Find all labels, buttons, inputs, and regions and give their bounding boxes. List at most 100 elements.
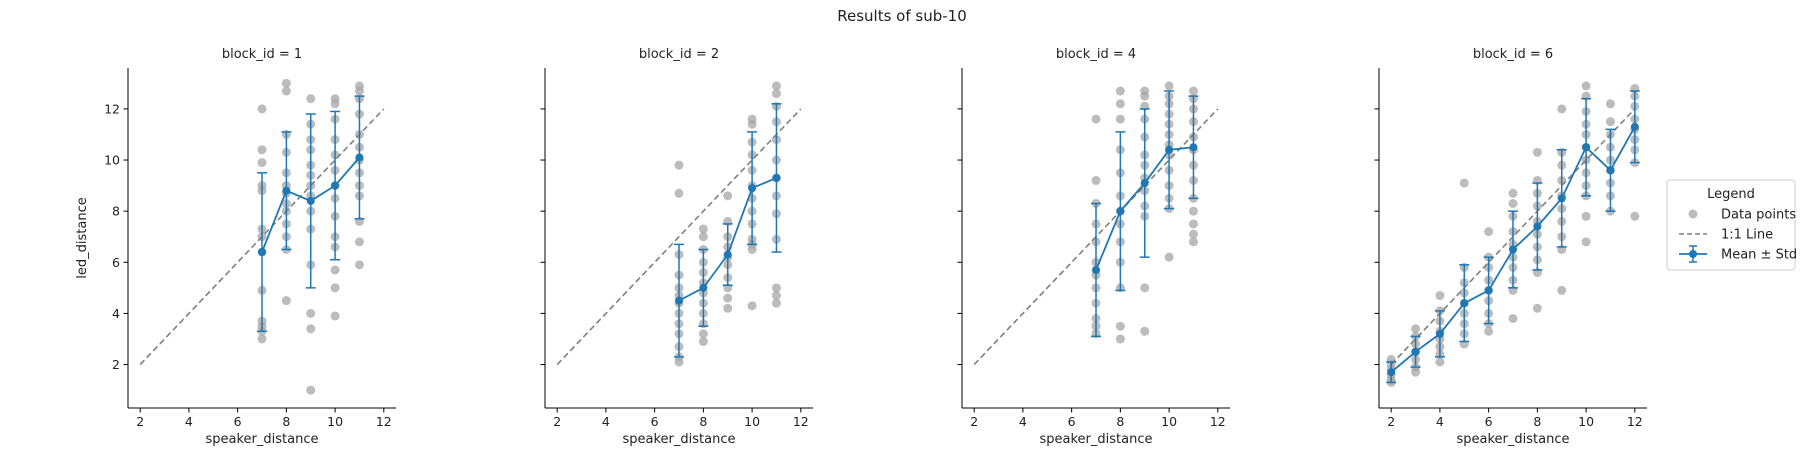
x-tick-label: 8: [1116, 414, 1124, 429]
data-point: [747, 245, 757, 255]
mean-point: [1630, 122, 1639, 131]
x-axis-label: speaker_distance: [206, 432, 319, 447]
data-point: [257, 104, 267, 114]
data-point: [330, 99, 340, 109]
mean-point: [1557, 194, 1566, 203]
data-point: [723, 303, 733, 313]
mean-point: [1189, 143, 1198, 152]
x-tick-label: 8: [1533, 414, 1541, 429]
data-point: [674, 188, 684, 198]
data-point: [1508, 198, 1518, 208]
data-point: [306, 385, 316, 395]
subplot-1: block_id = 1 2 4 6 8 10 12 2 4 6 8 10 12 speaker_dist…: [75, 47, 396, 447]
x-tick-label: 10: [1161, 414, 1177, 429]
x-tick-label: 2: [970, 414, 978, 429]
data-point: [330, 311, 340, 321]
x-tick-label: 12: [376, 414, 392, 429]
data-point: [674, 160, 684, 170]
data-point: [1484, 227, 1494, 237]
data-point: [1411, 324, 1421, 334]
mean-point: [1435, 329, 1444, 338]
subplot-4: block_id = 6 2 4 6 8 10 12 speaker_distance: [1374, 47, 1647, 447]
subplot-title: block_id = 1: [222, 47, 302, 62]
y-tick-label: 2: [112, 357, 120, 372]
subplot-title: block_id = 2: [639, 47, 719, 62]
mean-point: [1140, 179, 1149, 188]
subplot-2: block_id = 2 2 4 6 8 10 12 speaker_distance: [540, 47, 813, 447]
mean-point: [772, 173, 781, 182]
data-point: [698, 224, 708, 234]
legend-frame: [1666, 179, 1796, 271]
mean-point: [1116, 207, 1125, 216]
data-point: [306, 324, 316, 334]
data-point: [1140, 326, 1150, 336]
x-tick-label: 4: [1436, 414, 1444, 429]
x-tick-label: 6: [234, 414, 242, 429]
data-point: [1115, 334, 1125, 344]
x-tick-label: 2: [136, 414, 144, 429]
data-point: [1164, 252, 1174, 262]
subplot-title: block_id = 4: [1056, 47, 1136, 62]
data-point: [1140, 283, 1150, 293]
data-point: [771, 89, 781, 99]
mean-point: [1533, 222, 1542, 231]
mean-point: [1509, 245, 1517, 254]
mean-point: [1387, 368, 1396, 377]
data-point: [1581, 211, 1591, 221]
data-point: [698, 337, 708, 347]
data-point: [306, 308, 316, 318]
data-point: [354, 260, 364, 270]
x-axis-label: speaker_distance: [1040, 432, 1153, 447]
data-point: [1508, 188, 1518, 198]
data-point: [771, 298, 781, 308]
data-point: [723, 293, 733, 303]
data-point: [771, 291, 781, 301]
y-tick-label: 6: [112, 255, 120, 270]
data-point: [1581, 237, 1591, 247]
subplot-title: block_id = 6: [1473, 47, 1553, 62]
x-tick-label: 6: [1068, 414, 1076, 429]
x-tick-label: 6: [1485, 414, 1493, 429]
x-tick-label: 4: [1019, 414, 1027, 429]
x-tick-label: 8: [699, 414, 707, 429]
data-point: [330, 265, 340, 275]
data-point: [1459, 178, 1469, 188]
legend-label-identity-line: 1:1 Line: [1721, 228, 1773, 243]
data-point: [1188, 86, 1198, 96]
data-point: [771, 283, 781, 293]
mean-point: [1411, 347, 1420, 356]
mean-point: [258, 248, 266, 257]
data-point: [1557, 285, 1567, 295]
mean-point: [355, 153, 364, 162]
data-point: [771, 81, 781, 91]
y-tick-label: 10: [104, 153, 120, 168]
data-point: [1115, 99, 1125, 109]
data-point: [354, 86, 364, 96]
data-point: [306, 94, 316, 104]
data-point: [354, 237, 364, 247]
data-point: [1188, 206, 1198, 216]
data-point: [674, 357, 684, 367]
mean-point: [331, 181, 340, 190]
data-point: [1115, 321, 1125, 331]
data-point: [1188, 219, 1198, 229]
data-point: [1091, 114, 1101, 124]
x-tick-label: 2: [1387, 414, 1395, 429]
legend-dot-marker: [1688, 209, 1698, 219]
legend-label-data-points: Data points: [1721, 208, 1796, 223]
x-tick-label: 2: [553, 414, 561, 429]
data-point: [1581, 81, 1591, 91]
x-tick-label: 10: [327, 414, 343, 429]
data-point: [1188, 237, 1198, 247]
data-point: [1091, 175, 1101, 185]
figure-title: Results of sub-10: [837, 7, 967, 25]
legend-title: Legend: [1707, 187, 1755, 202]
data-point: [723, 191, 733, 201]
mean-point: [723, 250, 732, 259]
x-tick-label: 10: [744, 414, 760, 429]
data-point: [698, 329, 708, 339]
x-tick-label: 12: [1210, 414, 1226, 429]
x-axis-label: speaker_distance: [623, 432, 736, 447]
